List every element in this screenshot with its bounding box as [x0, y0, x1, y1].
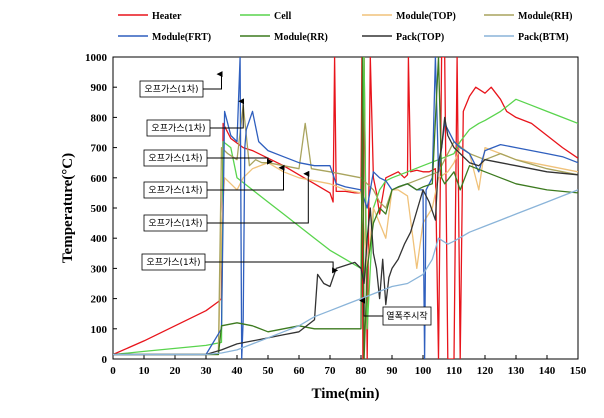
- x-tick-label: 70: [325, 365, 337, 377]
- annotation-label: 오프가스(1차): [151, 122, 205, 134]
- series-line-module-rr-: [113, 57, 578, 359]
- x-tick-label: 100: [415, 365, 432, 377]
- x-tick-label: 60: [294, 365, 306, 377]
- x-tick-label: 40: [232, 365, 244, 377]
- y-tick-label: 200: [91, 294, 108, 306]
- series-line-pack-top-: [113, 116, 578, 356]
- y-tick-label: 0: [102, 354, 108, 366]
- x-tick-label: 120: [477, 365, 494, 377]
- series-line-cell: [113, 57, 578, 356]
- x-tick-label: 110: [446, 365, 462, 377]
- y-tick-label: 500: [91, 203, 108, 215]
- legend-label: Module(RH): [518, 11, 572, 22]
- annotation-arrow: [207, 170, 310, 224]
- y-tick-label: 300: [91, 263, 108, 275]
- x-tick-label: 140: [539, 365, 556, 377]
- y-tick-label: 900: [91, 82, 108, 94]
- annotation-label: 오프가스(1차): [146, 256, 200, 268]
- legend-label: Pack(BTM): [518, 32, 569, 43]
- annotation-label: 오프가스(1차): [148, 217, 202, 229]
- y-tick-label: 100: [91, 324, 108, 336]
- annotation-label: 열폭주시작: [386, 311, 427, 322]
- legend-label: Heater: [152, 11, 182, 22]
- annotation-label: 오프가스(1차): [144, 83, 198, 95]
- series-line-pack-btm-: [113, 189, 578, 356]
- y-tick-label: 400: [91, 233, 108, 245]
- y-tick-label: 600: [91, 173, 108, 185]
- annotation-arrow: [203, 71, 223, 90]
- annotation-arrow: [207, 157, 273, 165]
- annotation-arrow: [359, 297, 383, 317]
- x-tick-label: 130: [508, 365, 525, 377]
- series-group: [113, 57, 578, 359]
- y-axis-title: Temperature(°C): [60, 153, 76, 263]
- annotation-arrow: [207, 164, 285, 191]
- y-tick-label: 700: [91, 143, 108, 155]
- legend-label: Module(RR): [274, 32, 328, 43]
- y-tick-label: 800: [91, 112, 108, 124]
- series-line-module-frt-: [113, 57, 578, 359]
- annotation-arrow: [205, 261, 339, 274]
- annotation-label: 오프가스(1차): [148, 152, 202, 164]
- annotation-label: 오프가스(1차): [148, 184, 202, 196]
- x-tick-label: 90: [387, 365, 399, 377]
- legend-label: Module(FRT): [152, 32, 211, 43]
- x-tick-label: 0: [110, 365, 116, 377]
- annotation-arrow: [210, 98, 245, 129]
- x-tick-label: 150: [570, 365, 587, 377]
- series-line-heater: [113, 57, 578, 359]
- series-line-module-top-: [113, 146, 578, 356]
- plot-frame: [112, 56, 579, 360]
- legend-label: Pack(TOP): [396, 32, 444, 43]
- y-tick-label: 1000: [85, 52, 108, 64]
- x-tick-label: 20: [170, 365, 182, 377]
- x-axis-title: Time(min): [311, 386, 379, 402]
- x-tick-label: 30: [201, 365, 213, 377]
- legend-label: Cell: [274, 11, 291, 22]
- x-tick-label: 80: [356, 365, 368, 377]
- x-tick-label: 50: [263, 365, 275, 377]
- x-tick-label: 10: [139, 365, 151, 377]
- legend-label: Module(TOP): [396, 11, 456, 22]
